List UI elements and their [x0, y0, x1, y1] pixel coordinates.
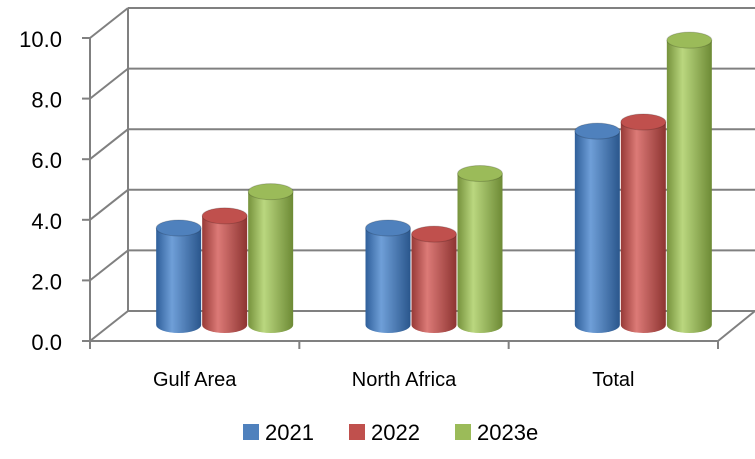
bar-top: [365, 219, 411, 237]
bar: [247, 183, 294, 333]
bar-body: [365, 228, 411, 333]
bar-top: [620, 113, 667, 131]
bar-top: [155, 219, 202, 237]
legend-swatch: [243, 424, 259, 440]
bar: [155, 219, 202, 333]
bar-body: [574, 131, 620, 333]
gridline-depth: [89, 189, 129, 221]
x-tick-label: North Africa: [352, 369, 457, 391]
bar: [620, 113, 667, 334]
bar-top: [411, 225, 457, 243]
x-tick-label: Gulf Area: [153, 369, 237, 391]
gridline-depth: [89, 128, 129, 160]
bar: [457, 165, 503, 333]
bar-body: [156, 228, 202, 333]
bar-body: [620, 121, 666, 334]
bar-body: [457, 173, 503, 333]
bar-top: [666, 31, 713, 49]
bar: [666, 31, 713, 334]
y-tick-label: 10.0: [19, 27, 62, 52]
bar: [574, 122, 621, 333]
y-tick-label: 2.0: [31, 269, 62, 294]
legend-label: 2022: [371, 420, 420, 445]
gridline-depth: [89, 310, 129, 342]
y-tick-label: 0.0: [31, 330, 62, 355]
bar-body: [202, 215, 248, 333]
bar: [411, 225, 457, 333]
bar: [201, 207, 248, 333]
bar-top: [247, 183, 294, 201]
gridline-depth: [89, 7, 129, 39]
bar-top: [201, 207, 248, 225]
floor-edge: [717, 310, 755, 342]
y-axis: 0.0 2.0 4.0 6.0 8.0 10.0: [19, 27, 91, 355]
legend-swatch: [455, 424, 471, 440]
bar-top: [574, 122, 621, 140]
bar: [365, 219, 411, 333]
legend-swatch: [349, 424, 365, 440]
y-tick-label: 4.0: [31, 209, 62, 234]
gridline-depth: [89, 249, 129, 282]
gridline-depth: [89, 67, 129, 100]
y-tick-label: 6.0: [31, 148, 62, 173]
legend: 2021 2022 2023e: [243, 420, 538, 445]
bar-body: [411, 234, 457, 333]
legend-label: 2021: [265, 420, 314, 445]
bar-top: [457, 165, 503, 182]
bar-body: [248, 191, 294, 333]
x-tick-label: Total: [592, 369, 634, 391]
bars: [155, 31, 713, 334]
y-tick-label: 8.0: [31, 88, 62, 113]
bar-body: [666, 40, 712, 334]
x-axis: Gulf Area North Africa Total: [89, 340, 719, 391]
legend-label: 2023e: [477, 420, 538, 445]
